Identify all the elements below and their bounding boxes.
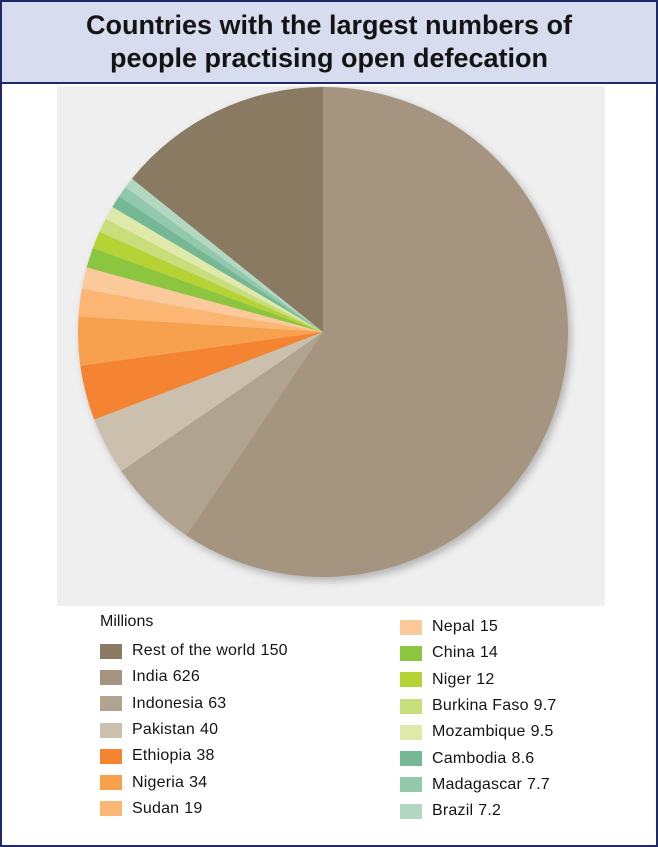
legend-label: Madagascar xyxy=(432,775,523,793)
legend-item-cambodia: Cambodia 8.6 xyxy=(400,745,557,771)
legend-label: Pakistan xyxy=(132,721,195,739)
legend-label: Burkina Faso xyxy=(432,697,529,715)
legend-item-nepal: Nepal 15 xyxy=(400,614,557,640)
pie-panel xyxy=(57,86,605,606)
pie-slice-cambodia xyxy=(112,196,323,332)
legend-swatch xyxy=(100,696,122,712)
legend-item-brazil: Brazil 7.2 xyxy=(400,798,557,824)
legend-value: 9.5 xyxy=(530,723,554,741)
legend-swatch xyxy=(100,775,122,791)
pie-slice-burkina-faso xyxy=(99,218,323,332)
legend-label: Brazil xyxy=(432,802,474,820)
legend-label: Cambodia xyxy=(432,749,507,767)
legend-label: Sudan xyxy=(132,799,180,817)
legend-label: Ethiopia xyxy=(132,747,192,765)
legend-value: 12 xyxy=(476,670,495,688)
legend-swatch xyxy=(400,698,422,714)
legend-swatch xyxy=(100,643,122,659)
legend-swatch xyxy=(400,645,422,661)
legend-label: Rest of the world xyxy=(132,642,256,660)
chart-title: Countries with the largest numbers of pe… xyxy=(85,10,573,73)
pie-slice-sudan xyxy=(78,288,323,332)
legend-label: Indonesia xyxy=(132,694,204,712)
pie-slice-indonesia xyxy=(121,332,323,536)
legend-item-china: China 14 xyxy=(400,640,557,666)
legend-label: Mozambique xyxy=(432,723,526,741)
legend-value: 14 xyxy=(479,644,499,662)
legend-swatch xyxy=(100,669,122,685)
pie-slice-india xyxy=(186,87,569,577)
legend-unit-label: Millions xyxy=(100,613,154,630)
legend-value: 34 xyxy=(189,773,208,791)
legend-value: 15 xyxy=(479,618,499,636)
legend-label: India xyxy=(132,668,168,686)
pie-slice-nepal xyxy=(81,267,323,332)
legend-value: 38 xyxy=(196,747,215,765)
legend-swatch xyxy=(100,722,122,738)
legend-right-column: Nepal 15 China 14 Niger 12 Burkina Faso 9.7 Moza… xyxy=(400,614,557,824)
pie-slice-pakistan xyxy=(94,332,323,472)
legend-value: 150 xyxy=(260,642,288,660)
legend-value: 7.7 xyxy=(527,775,550,793)
legend-item-ethiopia: Ethiopia 38 xyxy=(100,743,288,769)
legend-label: Nepal xyxy=(432,618,475,636)
legend-swatch xyxy=(400,751,422,767)
legend-value: 626 xyxy=(172,668,200,686)
legend-item-mozambique: Mozambique 9.5 xyxy=(400,719,557,745)
legend-label: Niger xyxy=(432,670,472,688)
legend-swatch xyxy=(400,777,422,793)
pie-slice-china xyxy=(86,247,323,332)
title-bar: Countries with the largest numbers of pe… xyxy=(2,2,656,84)
pie-slice-niger xyxy=(92,231,323,332)
legend-item-burkina-faso: Burkina Faso 9.7 xyxy=(400,693,557,719)
legend-value: 19 xyxy=(184,799,203,817)
legend-value: 63 xyxy=(208,694,227,712)
legend-value: 40 xyxy=(199,721,219,739)
legend-item-niger: Niger 12 xyxy=(400,667,557,693)
legend-label: China xyxy=(432,644,475,662)
pie-slice-madagascar xyxy=(119,186,323,332)
legend-swatch xyxy=(400,803,422,819)
legend-value: 9.7 xyxy=(533,697,557,715)
legend-item-sudan: Sudan 19 xyxy=(100,796,288,822)
legend-swatch xyxy=(400,724,422,740)
pie-slice-brazil xyxy=(125,178,323,332)
legend-item-india: India 626 xyxy=(100,664,288,690)
legend-left-column: Rest of the world 150 India 626 Indonesia 63 P… xyxy=(100,638,288,822)
legend-value: 7.2 xyxy=(478,802,502,820)
legend-swatch xyxy=(400,672,422,688)
legend-item-rest-of-the-world: Rest of the world 150 xyxy=(100,638,288,664)
legend-label: Nigeria xyxy=(132,773,185,791)
legend-value: 8.6 xyxy=(511,749,535,767)
legend-item-indonesia: Indonesia 63 xyxy=(100,691,288,717)
legend-item-pakistan: Pakistan 40 xyxy=(100,717,288,743)
legend-swatch xyxy=(400,619,422,635)
pie-slice-ethiopia xyxy=(80,332,323,420)
pie-slice-rest-of-the-world xyxy=(131,87,323,332)
pie-chart xyxy=(78,87,569,577)
pie-slice-mozambique xyxy=(105,206,323,332)
legend-swatch xyxy=(100,748,122,764)
pie-slice-nigeria xyxy=(78,316,324,366)
legend-swatch xyxy=(100,801,122,817)
legend-item-nigeria: Nigeria 34 xyxy=(100,769,288,795)
legend-item-madagascar: Madagascar 7.7 xyxy=(400,772,557,798)
